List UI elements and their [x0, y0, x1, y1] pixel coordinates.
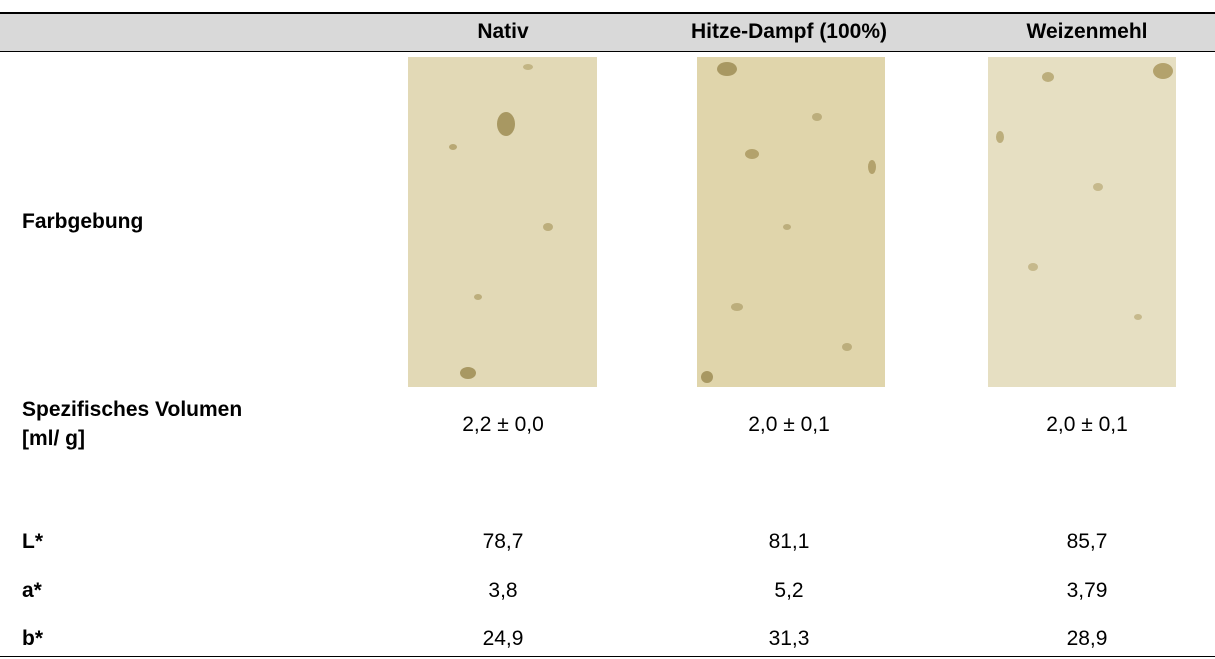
header-row — [0, 12, 1215, 52]
bread-image — [988, 57, 1176, 387]
row-label: [ml/ g] — [22, 427, 85, 450]
cell: 2,2 ± 0,0 — [462, 413, 544, 436]
row-label: L* — [22, 530, 43, 553]
cell: 3,79 — [1066, 579, 1108, 602]
bottom-rule — [0, 656, 1215, 657]
cell: 28,9 — [1066, 627, 1108, 650]
cell: 2,0 ± 0,1 — [748, 413, 830, 436]
cell: 85,7 — [1066, 530, 1108, 553]
cell: 5,2 — [774, 579, 804, 602]
bread-image — [408, 57, 597, 387]
column-header: Hitze-Dampf (100%) — [690, 20, 888, 43]
row-label: b* — [22, 627, 43, 650]
row-label: Spezifisches Volumen — [22, 398, 243, 421]
cell: 78,7 — [482, 530, 524, 553]
cell: 31,3 — [768, 627, 810, 650]
cell: 24,9 — [482, 627, 524, 650]
bread-image — [697, 57, 885, 387]
row-label: Farbgebung — [22, 210, 144, 233]
row-label: a* — [22, 579, 42, 602]
cell: 2,0 ± 0,1 — [1046, 413, 1128, 436]
column-header: Weizenmehl — [1026, 20, 1148, 43]
cell: 3,8 — [488, 579, 518, 602]
cell: 81,1 — [768, 530, 810, 553]
column-header: Nativ — [477, 20, 529, 43]
